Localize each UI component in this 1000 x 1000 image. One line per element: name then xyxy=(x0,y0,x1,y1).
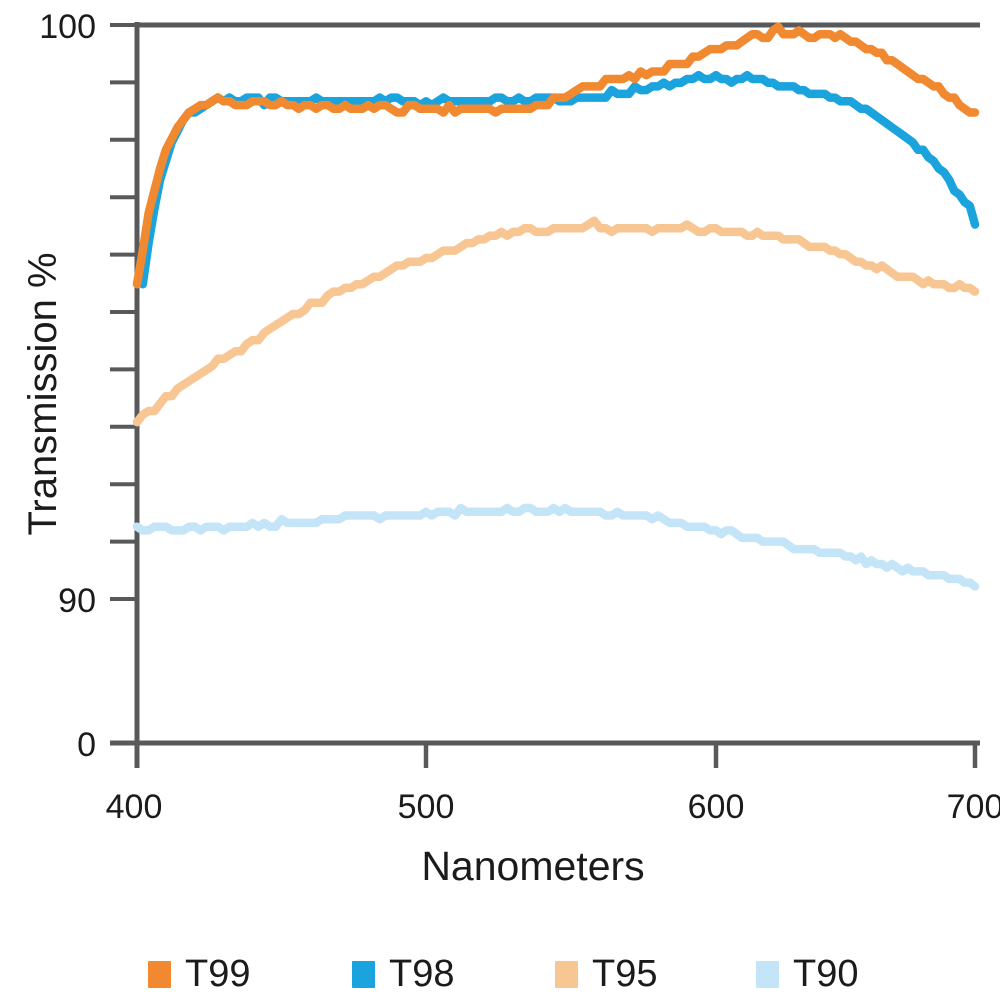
legend-swatch-t98 xyxy=(352,960,375,988)
y-tick-label: 0 xyxy=(77,726,96,764)
y-axis-title: Transmission % xyxy=(21,252,65,535)
x-tick-label: 500 xyxy=(398,788,455,826)
legend-swatch-t95 xyxy=(555,960,578,988)
legend-swatch-t99 xyxy=(148,960,171,988)
legend-swatch-t90 xyxy=(756,960,779,988)
x-tick-label: 700 xyxy=(947,788,1000,826)
series-lines xyxy=(132,22,980,591)
legend-item-t90: T90 xyxy=(756,955,858,993)
legend-item-t95: T95 xyxy=(555,955,657,993)
legend-label: T90 xyxy=(793,953,859,995)
y-tick-label: 100 xyxy=(39,8,96,46)
x-tick-label: 400 xyxy=(106,788,163,826)
axes xyxy=(110,22,980,768)
series-line-t90 xyxy=(132,503,980,591)
x-axis-title: Nanometers xyxy=(421,843,644,889)
legend-item-t99: T99 xyxy=(148,955,250,993)
legend-item-t98: T98 xyxy=(352,955,454,993)
x-tick-label: 600 xyxy=(688,788,745,826)
tick-labels: 100 90 0 400 500 600 700 xyxy=(39,8,1000,826)
legend-label: T95 xyxy=(592,953,658,995)
series-line-t99 xyxy=(132,22,980,289)
series-line-t95 xyxy=(132,216,980,427)
y-tick-label: 90 xyxy=(58,582,96,620)
legend-label: T99 xyxy=(185,953,251,995)
legend-label: T98 xyxy=(389,953,455,995)
